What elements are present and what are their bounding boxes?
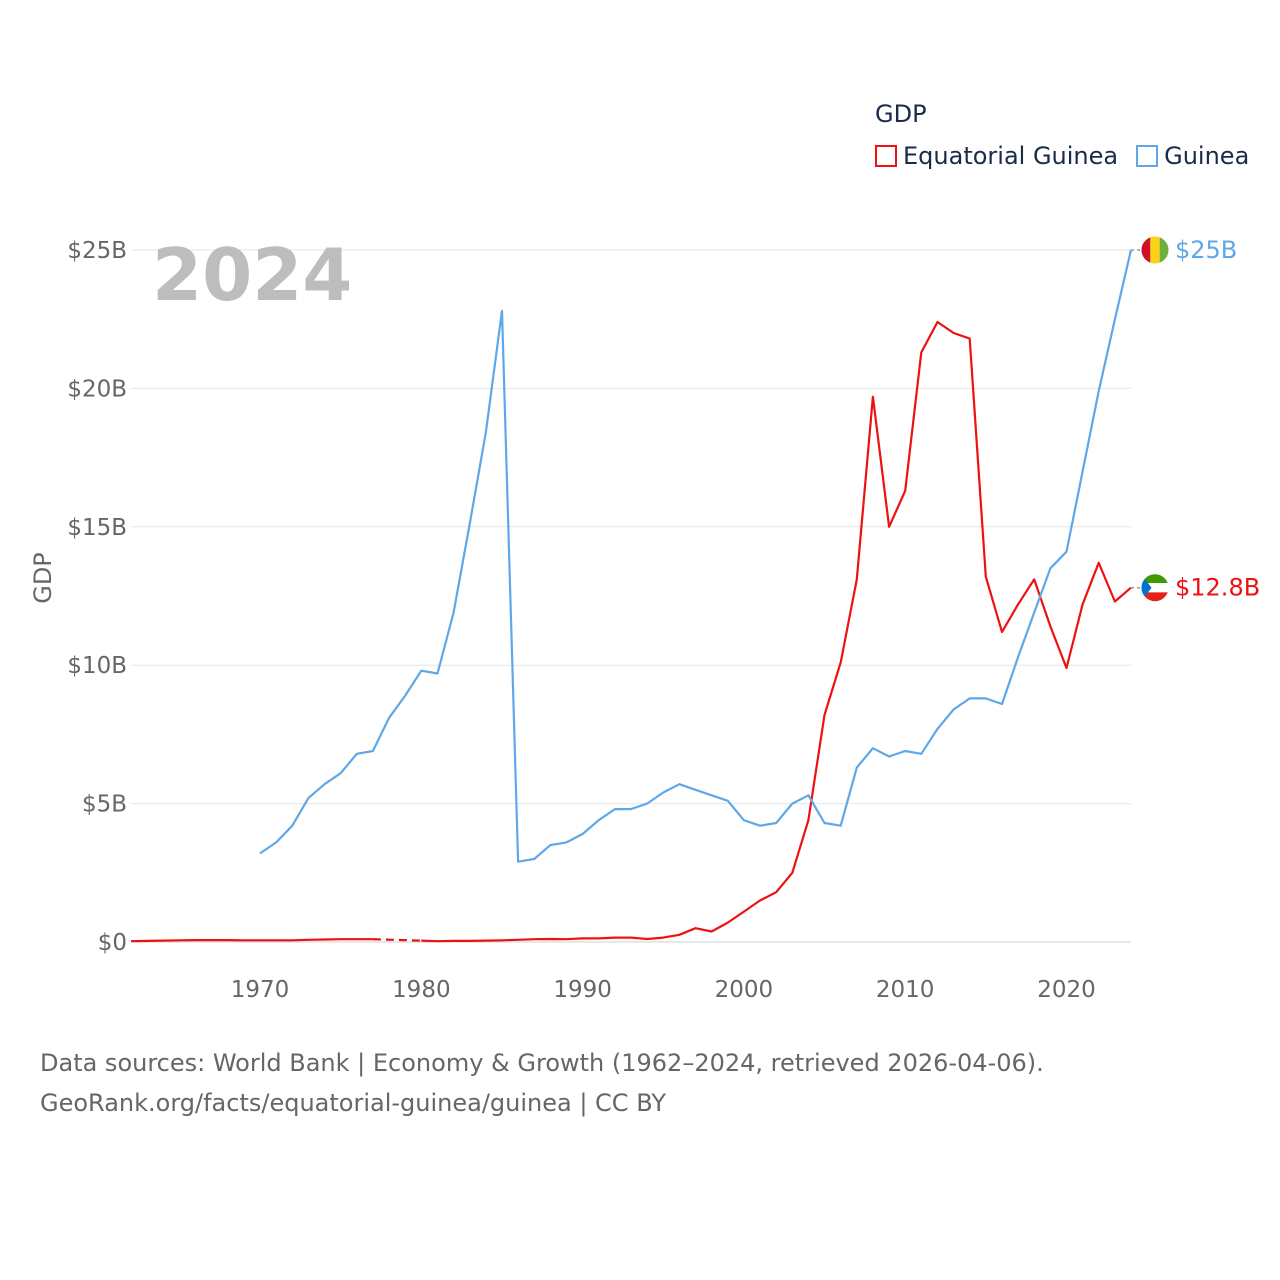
flag-yellow-band	[1150, 236, 1160, 264]
x-tick-label: 2010	[876, 977, 935, 1003]
y-tick-label: $10B	[67, 653, 127, 679]
legend: Equatorial Guinea Guinea	[875, 142, 1267, 170]
y-tick-label: $25B	[67, 238, 127, 264]
source-note: Data sources: World Bank | Economy & Gro…	[40, 1043, 1044, 1123]
y-tick-label: $5B	[82, 792, 127, 818]
legend-item-guinea[interactable]: Guinea	[1136, 142, 1249, 170]
flag-red-band	[1141, 236, 1151, 264]
flag-red-band	[1141, 592, 1169, 602]
end-label-equatorial-guinea: $12.8B	[1175, 574, 1260, 602]
series-gap-equatorial-guinea	[372, 938, 422, 942]
guinea-flag-icon	[1141, 236, 1169, 264]
series-line-equatorial-guinea	[130, 938, 373, 943]
y-tick-label: $20B	[67, 376, 127, 402]
x-tick-label: 1990	[553, 977, 612, 1003]
flag-border	[1140, 235, 1170, 265]
flag-blue-triangle	[1141, 573, 1152, 602]
y-tick-label: $0	[98, 930, 127, 956]
legend-item-equatorial-guinea[interactable]: Equatorial Guinea	[875, 142, 1118, 170]
y-axis-title: GDP	[29, 552, 57, 604]
flag-border	[1140, 573, 1170, 603]
end-label-guinea: $25B	[1175, 236, 1237, 264]
legend-label-equatorial-guinea: Equatorial Guinea	[903, 142, 1119, 170]
legend-label-guinea: Guinea	[1164, 142, 1250, 170]
legend-swatch-equatorial-guinea	[875, 145, 897, 167]
series-line-guinea	[259, 249, 1133, 863]
flag-green-band	[1159, 236, 1169, 264]
flag-white-band	[1141, 583, 1169, 593]
series-end-markers: $12.8B $25B	[1131, 235, 1260, 603]
x-axis-ticks: 1970 1980 1990 2000 2010 2020	[231, 977, 1096, 1003]
x-tick-label: 1970	[231, 977, 290, 1003]
current-year-label: 2024	[152, 233, 352, 317]
series-lines	[130, 249, 1133, 943]
flag-green-band	[1141, 573, 1169, 584]
series-line-equatorial-guinea	[421, 320, 1132, 943]
legend-swatch-guinea	[1136, 145, 1159, 167]
grid-lines	[131, 249, 1131, 943]
x-tick-label: 1980	[392, 977, 451, 1003]
equatorial-guinea-flag-icon	[1141, 573, 1169, 602]
x-tick-label: 2020	[1037, 977, 1096, 1003]
source-line: Data sources: World Bank | Economy & Gro…	[40, 1049, 1044, 1077]
legend-title: GDP	[875, 100, 927, 128]
y-tick-label: $15B	[67, 515, 127, 541]
x-tick-label: 2000	[715, 977, 774, 1003]
y-axis-ticks: $0 $5B $10B $15B $20B $25B	[67, 238, 127, 956]
source-link[interactable]: GeoRank.org/facts/equatorial-guinea/guin…	[40, 1089, 667, 1117]
